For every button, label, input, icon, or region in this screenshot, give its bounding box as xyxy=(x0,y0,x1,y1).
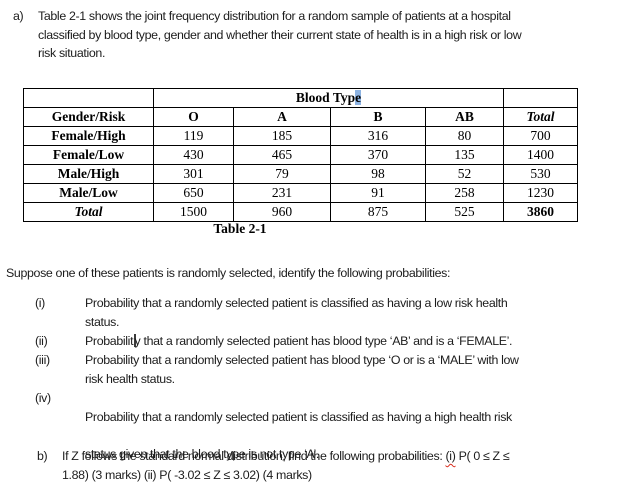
cell: 79 xyxy=(233,164,331,184)
cell-col-total: 875 xyxy=(330,202,426,222)
list-item-ii-text: Probability that a randomly selected pat… xyxy=(85,332,595,351)
corner-blank-cell xyxy=(23,88,154,108)
row-label: Male/High xyxy=(23,164,154,184)
text-before-cursor: Probabilit xyxy=(85,334,134,348)
header-total: Total xyxy=(503,107,578,127)
paragraph-b-text: If Z follows the standard normal distrib… xyxy=(62,447,612,484)
paragraph-b-line1: If Z follows the standard normal distrib… xyxy=(62,447,612,466)
cell: 80 xyxy=(425,126,504,146)
table-row-column-headers: Gender/Risk O A B AB Total xyxy=(23,107,578,127)
header-B: B xyxy=(330,107,426,127)
corner-blank-cell-right xyxy=(503,88,578,108)
table-caption: Table 2-1 xyxy=(213,221,267,236)
cell: 231 xyxy=(233,183,331,203)
cell: 301 xyxy=(153,164,234,184)
header-gender-risk: Gender/Risk xyxy=(23,107,154,127)
text-cursor xyxy=(134,334,136,347)
intro-sentence: Suppose one of these patients is randoml… xyxy=(6,266,451,280)
row-label: Female/Low xyxy=(23,145,154,165)
list-item-iv: (iv) Probability that a randomly selecte… xyxy=(35,389,595,482)
spellcheck-flagged-word: (i) xyxy=(445,449,456,463)
cell: 185 xyxy=(233,126,331,146)
list-marker-ii: (ii) xyxy=(35,334,48,348)
blood-type-span-header: Blood Type xyxy=(153,88,504,108)
b-line1-post: P( 0 ≤ Z ≤ xyxy=(455,449,510,463)
cell: 52 xyxy=(425,164,504,184)
table-row: Female/High 119 185 316 80 700 xyxy=(23,126,578,146)
table-row-blood-type-header: Blood Type xyxy=(23,88,578,108)
cell: 430 xyxy=(153,145,234,165)
row-label-total: Total xyxy=(23,202,154,222)
cell-col-total: 525 xyxy=(425,202,504,222)
cell-col-total: 1500 xyxy=(153,202,234,222)
cell-col-total: 960 xyxy=(233,202,331,222)
cell: 98 xyxy=(330,164,426,184)
list-marker-b: b) xyxy=(37,449,48,463)
list-item-iv-line2: status given that the blood type is not … xyxy=(85,446,320,461)
paragraph-b-line2: 1.88) (3 marks) (ii) P( -3.02 ≤ Z ≤ 3.02… xyxy=(62,467,312,482)
header-AB: AB xyxy=(425,107,504,127)
list-item-iii-text: Probability that a randomly selected pat… xyxy=(85,353,519,386)
joint-frequency-table: Blood Type Gender/Risk O A B AB Total Fe… xyxy=(23,88,578,222)
table-row: Female/Low 430 465 370 135 1400 xyxy=(23,145,578,165)
list-item-i-text: Probability that a randomly selected pat… xyxy=(85,296,508,329)
cell-grand-total: 3860 xyxy=(503,202,578,222)
list-marker-a: a) xyxy=(13,9,24,23)
blood-type-text: Blood Typ xyxy=(295,90,356,105)
cell: 119 xyxy=(153,126,234,146)
selection-highlight: e xyxy=(355,90,362,105)
cell: 316 xyxy=(330,126,426,146)
cell: 465 xyxy=(233,145,331,165)
list-item-iii: (iii) Probability that a randomly select… xyxy=(35,351,595,388)
list-item-ii: (ii) Probability that a randomly selecte… xyxy=(35,332,595,351)
text-after-cursor: y that a randomly selected patient has b… xyxy=(134,334,513,348)
cell: 91 xyxy=(330,183,426,203)
paragraph-a-text: Table 2-1 shows the joint frequency dist… xyxy=(38,9,522,61)
paragraph-b: b) If Z follows the standard normal dist… xyxy=(37,447,612,484)
list-item-i: (i) Probability that a randomly selected… xyxy=(35,294,595,331)
cell-row-total: 1230 xyxy=(503,183,578,203)
table-row-grand-total: Total 1500 960 875 525 3860 xyxy=(23,202,578,222)
list-marker-iv: (iv) xyxy=(35,391,51,405)
b-line1-pre: If Z follows the standard normal distrib… xyxy=(62,449,446,463)
header-O: O xyxy=(153,107,234,127)
list-item-iv-line1: Probability that a randomly selected pat… xyxy=(85,409,512,424)
header-A: A xyxy=(233,107,331,127)
table-row: Male/Low 650 231 91 258 1230 xyxy=(23,183,578,203)
list-marker-i: (i) xyxy=(35,296,45,310)
table-row: Male/High 301 79 98 52 530 xyxy=(23,164,578,184)
row-label: Male/Low xyxy=(23,183,154,203)
cell-row-total: 1400 xyxy=(503,145,578,165)
list-item-iv-text: Probability that a randomly selected pat… xyxy=(85,389,595,482)
cell-row-total: 700 xyxy=(503,126,578,146)
list-marker-iii: (iii) xyxy=(35,353,50,367)
cell: 258 xyxy=(425,183,504,203)
cell: 650 xyxy=(153,183,234,203)
cell: 135 xyxy=(425,145,504,165)
cell-row-total: 530 xyxy=(503,164,578,184)
row-label: Female/High xyxy=(23,126,154,146)
cell: 370 xyxy=(330,145,426,165)
paragraph-a: a) Table 2-1 shows the joint frequency d… xyxy=(13,7,613,63)
